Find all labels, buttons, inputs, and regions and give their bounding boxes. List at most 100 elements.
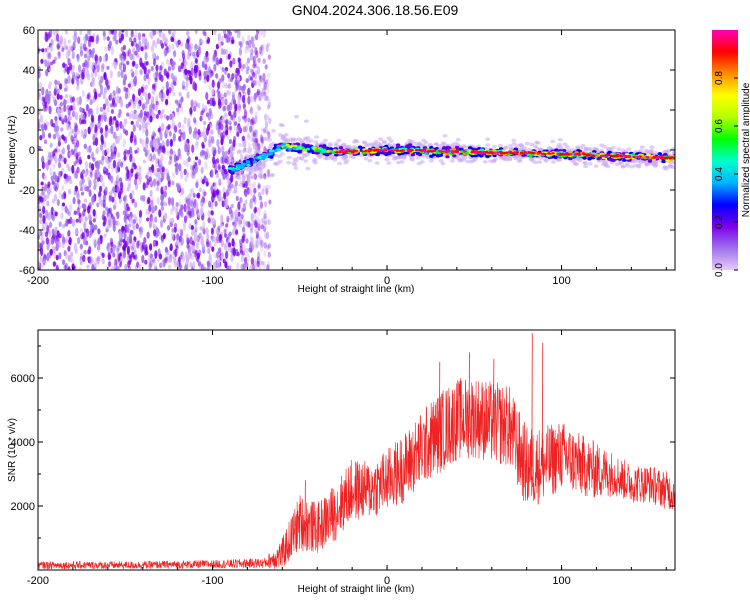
- noise-speck: [139, 230, 143, 239]
- noise-speck: [185, 61, 189, 66]
- signal-core-speck: [269, 152, 274, 155]
- noise-speck: [125, 211, 129, 217]
- noise-speck: [175, 244, 179, 251]
- noise-speck: [109, 237, 114, 246]
- noise-speck: [250, 237, 254, 246]
- noise-speck: [118, 62, 123, 71]
- noise-speck: [68, 131, 72, 138]
- noise-speck: [187, 42, 191, 52]
- noise-speck: [69, 151, 73, 157]
- noise-speck: [124, 263, 128, 270]
- noise-speck: [151, 216, 155, 225]
- noise-speck: [46, 184, 51, 189]
- noise-speck: [76, 139, 80, 148]
- noise-speck: [144, 259, 148, 265]
- noise-speck: [207, 247, 211, 255]
- noise-speck: [205, 70, 209, 76]
- noise-speck: [81, 89, 85, 98]
- noise-speck: [126, 245, 130, 255]
- signal-core-speck: [594, 153, 600, 157]
- noise-speck: [225, 201, 229, 209]
- noise-speck: [224, 83, 228, 89]
- noise-speck: [115, 164, 119, 174]
- noise-speck: [150, 65, 154, 72]
- noise-speck: [263, 226, 267, 233]
- x-tick-label: -100: [202, 275, 224, 287]
- noise-speck: [50, 151, 54, 158]
- noise-speck: [121, 30, 125, 33]
- noise-speck: [242, 101, 246, 111]
- noise-speck: [102, 92, 106, 100]
- noise-speck: [265, 44, 269, 53]
- noise-speck: [139, 96, 143, 101]
- noise-speck: [101, 252, 105, 258]
- noise-speck: [63, 105, 67, 112]
- noise-speck: [215, 189, 220, 196]
- signal-peak-speck: [463, 150, 467, 153]
- signal-halo-speck: [529, 142, 535, 147]
- noise-speck: [48, 239, 52, 246]
- noise-speck: [57, 107, 61, 116]
- noise-speck: [221, 115, 225, 124]
- noise-speck: [234, 121, 238, 126]
- noise-speck: [88, 258, 92, 263]
- signal-peak-speck: [352, 149, 357, 152]
- noise-speck: [173, 50, 177, 58]
- noise-speck: [191, 229, 195, 236]
- noise-speck: [200, 206, 204, 216]
- noise-speck: [76, 54, 80, 63]
- noise-speck: [190, 67, 194, 77]
- noise-speck: [171, 180, 175, 186]
- signal-halo-speck: [250, 175, 256, 179]
- noise-speck: [79, 50, 84, 57]
- noise-speck: [225, 129, 229, 136]
- noise-speck: [123, 155, 127, 161]
- noise-speck: [263, 213, 267, 220]
- noise-speck: [123, 231, 127, 240]
- noise-speck: [44, 222, 48, 227]
- noise-speck: [157, 150, 161, 157]
- noise-speck: [152, 130, 156, 138]
- noise-speck: [60, 114, 64, 121]
- noise-speck: [106, 209, 110, 217]
- noise-speck: [47, 83, 52, 90]
- signal-halo-speck: [427, 142, 433, 147]
- noise-speck: [135, 45, 140, 53]
- noise-speck: [257, 66, 261, 75]
- signal-core-speck: [238, 164, 243, 168]
- signal-halo-speck: [304, 119, 309, 123]
- noise-speck: [81, 119, 85, 125]
- noise-speck: [150, 199, 154, 206]
- signal-halo-speck: [322, 138, 328, 143]
- noise-speck: [170, 208, 174, 215]
- noise-speck: [127, 260, 131, 269]
- signal-halo-speck: [493, 157, 499, 161]
- noise-speck: [236, 262, 240, 270]
- noise-speck: [138, 113, 142, 118]
- signal-halo-speck: [582, 160, 588, 165]
- noise-speck: [262, 58, 266, 64]
- signal-peak-speck: [652, 155, 657, 158]
- signal-mid-speck: [407, 143, 413, 147]
- x-tick-label: 0: [384, 275, 390, 287]
- noise-speck: [253, 60, 257, 67]
- noise-speck: [50, 175, 54, 181]
- noise-speck: [112, 131, 116, 139]
- noise-speck: [211, 79, 215, 88]
- signal-halo-speck: [292, 157, 298, 162]
- noise-speck: [109, 92, 113, 101]
- noise-speck: [127, 89, 131, 99]
- noise-speck: [87, 39, 92, 48]
- signal-halo-speck: [616, 147, 622, 151]
- noise-speck: [230, 209, 234, 217]
- noise-speck: [53, 99, 58, 107]
- noise-speck: [171, 197, 175, 207]
- noise-speck: [252, 80, 257, 85]
- noise-speck: [152, 112, 156, 119]
- noise-speck: [152, 58, 157, 66]
- noise-speck: [206, 99, 211, 105]
- noise-speck: [85, 64, 89, 71]
- noise-speck: [165, 58, 169, 65]
- noise-speck: [70, 251, 74, 257]
- noise-speck: [179, 170, 184, 180]
